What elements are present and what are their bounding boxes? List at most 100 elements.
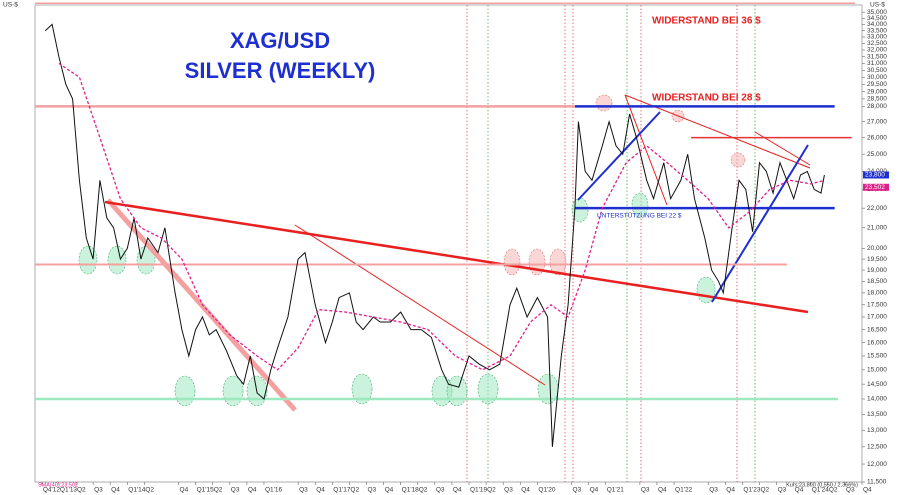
highlight	[631, 192, 649, 218]
y-tick-label: 17,000	[867, 314, 887, 321]
x-tick-label: Q1'13	[60, 487, 78, 494]
highlight	[549, 248, 567, 276]
x-tick-label: Q4	[385, 487, 394, 494]
x-tick-label: Q4	[316, 487, 325, 494]
x-tick-label: Q3	[504, 487, 513, 494]
y-tick-label: 34,000	[867, 21, 887, 28]
y-tick-label: 32,000	[867, 47, 887, 54]
y-tick-label: 12,500	[867, 444, 887, 451]
y-tick-label: 18,500	[867, 278, 887, 285]
price-line	[44, 23, 825, 447]
chart-title: XAG/USD	[230, 28, 330, 53]
x-tick-label: Q2	[77, 487, 86, 494]
x-tick-label: Q1'17	[333, 487, 351, 494]
y-tick-label: 11,500	[867, 479, 887, 486]
highlight	[503, 248, 521, 276]
trend-line	[294, 224, 546, 386]
x-tick-label: Q4	[863, 487, 872, 494]
x-tick-label: Q1'19	[470, 487, 488, 494]
y-unit: US-$	[3, 2, 18, 9]
x-tick-label: Q3	[299, 487, 308, 494]
indicator-label: SMA(40):23,502	[38, 482, 78, 488]
y-tick-label: 27,000	[867, 118, 887, 125]
x-tick-label: Q3	[367, 487, 376, 494]
quote-label: Kurs:23,800 (0,550 / 2,366%)	[786, 482, 858, 488]
trend-line	[624, 94, 668, 206]
x-tick-label: Q1'21	[607, 487, 625, 494]
x-tick-label: Q4	[726, 487, 735, 494]
y-tick-label: 31,500	[867, 53, 887, 60]
y-tick-label: 33,000	[867, 34, 887, 41]
x-tick-label: Q3	[94, 487, 103, 494]
x-tick-label: Q3	[709, 487, 718, 494]
y-tick-label: 14,000	[867, 396, 887, 403]
x-tick-label: Q1'22	[675, 487, 693, 494]
y-tick-label: 16,000	[867, 339, 887, 346]
x-tick-label: Q4	[795, 487, 804, 494]
y-tick-label: 12,000	[867, 461, 887, 468]
y-tick-label: 28,000	[867, 103, 887, 110]
y-tick-label: 18,000	[867, 290, 887, 297]
x-tick-label: Q1'16	[265, 487, 283, 494]
y-tick-label: 35,000	[867, 9, 887, 16]
y-tick-label: 19,000	[867, 267, 887, 274]
highlight	[446, 375, 468, 407]
price-tag-label: 23,800	[865, 172, 885, 179]
plot-frame	[34, 4, 863, 483]
x-tick-label: Q4	[658, 487, 667, 494]
y-tick-label: 25,000	[867, 151, 887, 158]
y-tick-label: 15,000	[867, 367, 887, 374]
trend-line	[577, 111, 661, 201]
x-tick-label: Q4'12	[43, 487, 61, 494]
x-tick-label: Q4	[521, 487, 530, 494]
highlight	[107, 245, 127, 275]
y-tick-label: 31,000	[867, 60, 887, 67]
price-tag-label: 23,502	[865, 184, 885, 191]
x-tick-label: Q2	[829, 487, 838, 494]
y-tick-label: 13,500	[867, 411, 887, 418]
x-tick-label: Q2	[145, 487, 154, 494]
x-tick-label: Q4	[590, 487, 599, 494]
x-tick-label: Q3	[573, 487, 582, 494]
y-tick-label: 16,500	[867, 326, 887, 333]
y-tick-label: 20,000	[867, 245, 887, 252]
x-tick-label: Q2	[760, 487, 769, 494]
x-tick-label: Q2	[214, 487, 223, 494]
chart-subtitle: SILVER (WEEKLY)	[185, 58, 376, 83]
x-tick-label: Q1'14	[128, 487, 146, 494]
y-tick-label: 22,000	[867, 205, 887, 212]
y-tick-label: 30,500	[867, 67, 887, 74]
highlight	[696, 276, 716, 304]
x-tick-label: Q1'20	[538, 487, 556, 494]
y-tick-label: 29,000	[867, 88, 887, 95]
y-tick-label: 13,000	[867, 427, 887, 434]
y-tick-label: 17,500	[867, 301, 887, 308]
y-tick-label: 32,500	[867, 40, 887, 47]
highlight	[595, 94, 613, 112]
price-tag	[863, 183, 889, 191]
x-tick-label: Q2	[419, 487, 428, 494]
x-tick-label: Q1'18	[402, 487, 420, 494]
highlight	[174, 375, 196, 407]
y-tick-label: 21,000	[867, 225, 887, 232]
price-tag	[863, 171, 889, 179]
y-tick-label: 28,500	[867, 96, 887, 103]
y-tick-label: 33,500	[867, 27, 887, 34]
trend-line	[711, 144, 809, 303]
y-tick-label: 34,500	[867, 15, 887, 22]
x-tick-label: Q4	[248, 487, 257, 494]
x-tick-label: Q2	[487, 487, 496, 494]
y-tick-label: 19,500	[867, 256, 887, 263]
x-tick-label: Q3	[641, 487, 650, 494]
highlight	[351, 373, 373, 405]
x-tick-label: Q4	[180, 487, 189, 494]
x-tick-label: Q4	[453, 487, 462, 494]
x-tick-label: Q1'15	[197, 487, 215, 494]
y-tick-label: 30,000	[867, 74, 887, 81]
x-tick-label: Q1'24	[812, 487, 830, 494]
highlight	[477, 373, 499, 405]
x-tick-label: Q3	[231, 487, 240, 494]
highlight	[78, 245, 98, 275]
y-tick-label: 29,500	[867, 81, 887, 88]
